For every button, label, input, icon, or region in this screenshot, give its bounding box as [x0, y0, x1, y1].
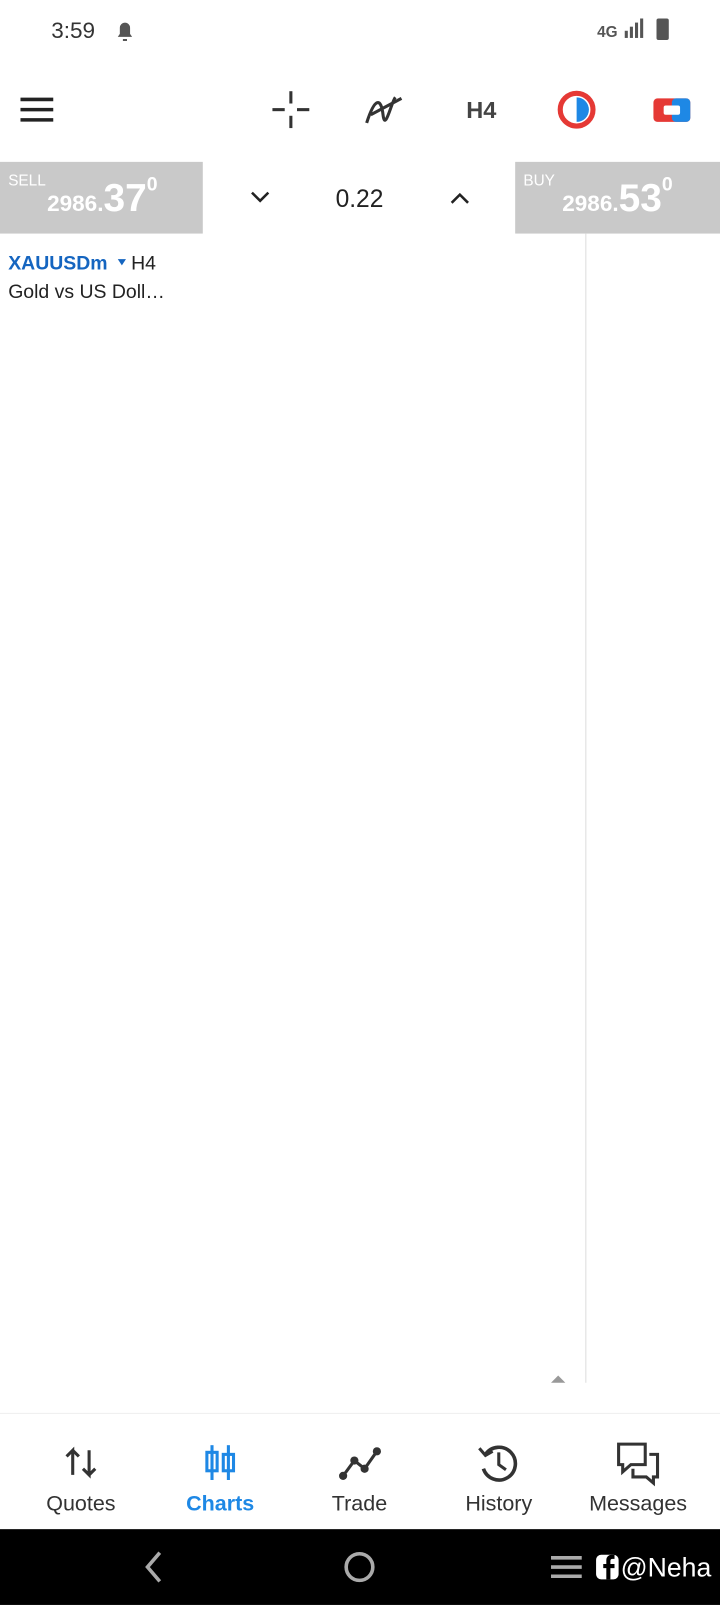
clock: 3:59: [51, 18, 95, 43]
sell-label: SELL: [8, 172, 46, 189]
one-click-button[interactable]: [557, 90, 596, 129]
back-button[interactable]: [145, 1551, 162, 1583]
scroll-marker: [551, 1375, 566, 1383]
sell-price-sup: 0: [147, 174, 158, 196]
volume-up[interactable]: [450, 192, 469, 204]
nav-history[interactable]: History: [465, 1445, 532, 1516]
battery-icon: [656, 18, 669, 40]
nav-label: Quotes: [46, 1492, 115, 1516]
bottom-nav: [0, 1413, 720, 1530]
symbol-description: Gold vs US Doll…: [8, 281, 165, 303]
bell-icon: [117, 22, 133, 42]
watermark-text: @Neha: [621, 1552, 712, 1582]
volume-down[interactable]: [251, 191, 270, 203]
nav-label: Charts: [186, 1492, 254, 1516]
nav-label: Trade: [332, 1492, 387, 1516]
nav-label: History: [465, 1492, 532, 1516]
sell-price-big: 37: [103, 177, 146, 220]
sell-price-main: 2986.: [47, 191, 103, 216]
symbol-dropdown[interactable]: [117, 259, 126, 266]
home-button[interactable]: [344, 1551, 375, 1583]
indicators-button[interactable]: [365, 96, 403, 124]
buy-price-sup: 0: [662, 174, 673, 196]
nav-charts[interactable]: Charts: [186, 1445, 254, 1516]
buy-price-main: 2986.: [562, 191, 618, 216]
nav-label: Messages: [589, 1492, 687, 1516]
menu-button[interactable]: [20, 97, 54, 122]
buy-label: BUY: [523, 172, 555, 189]
nav-quotes[interactable]: Quotes: [46, 1446, 116, 1516]
nav-messages[interactable]: Messages: [589, 1442, 687, 1516]
nav-trade[interactable]: Trade: [332, 1447, 387, 1516]
recents-button[interactable]: [551, 1556, 582, 1579]
sell-button[interactable]: SELL 2986.370: [0, 161, 203, 234]
crosshair-button[interactable]: [272, 91, 310, 129]
sell-price: 2986.370: [47, 174, 158, 220]
symbol[interactable]: XAUUSDm: [8, 252, 107, 274]
volume[interactable]: 0.22: [336, 186, 384, 213]
signal-icon: [624, 18, 644, 38]
chart-timeframe: H4: [131, 252, 156, 274]
timeframe-button[interactable]: H4: [466, 97, 496, 123]
buy-price: 2986.530: [562, 174, 673, 220]
watermark: @Neha: [596, 1552, 711, 1582]
buy-price-big: 53: [619, 177, 662, 220]
account-button[interactable]: [653, 98, 691, 122]
buy-button[interactable]: BUY 2986.530: [515, 161, 720, 234]
network: 4G: [597, 24, 618, 41]
